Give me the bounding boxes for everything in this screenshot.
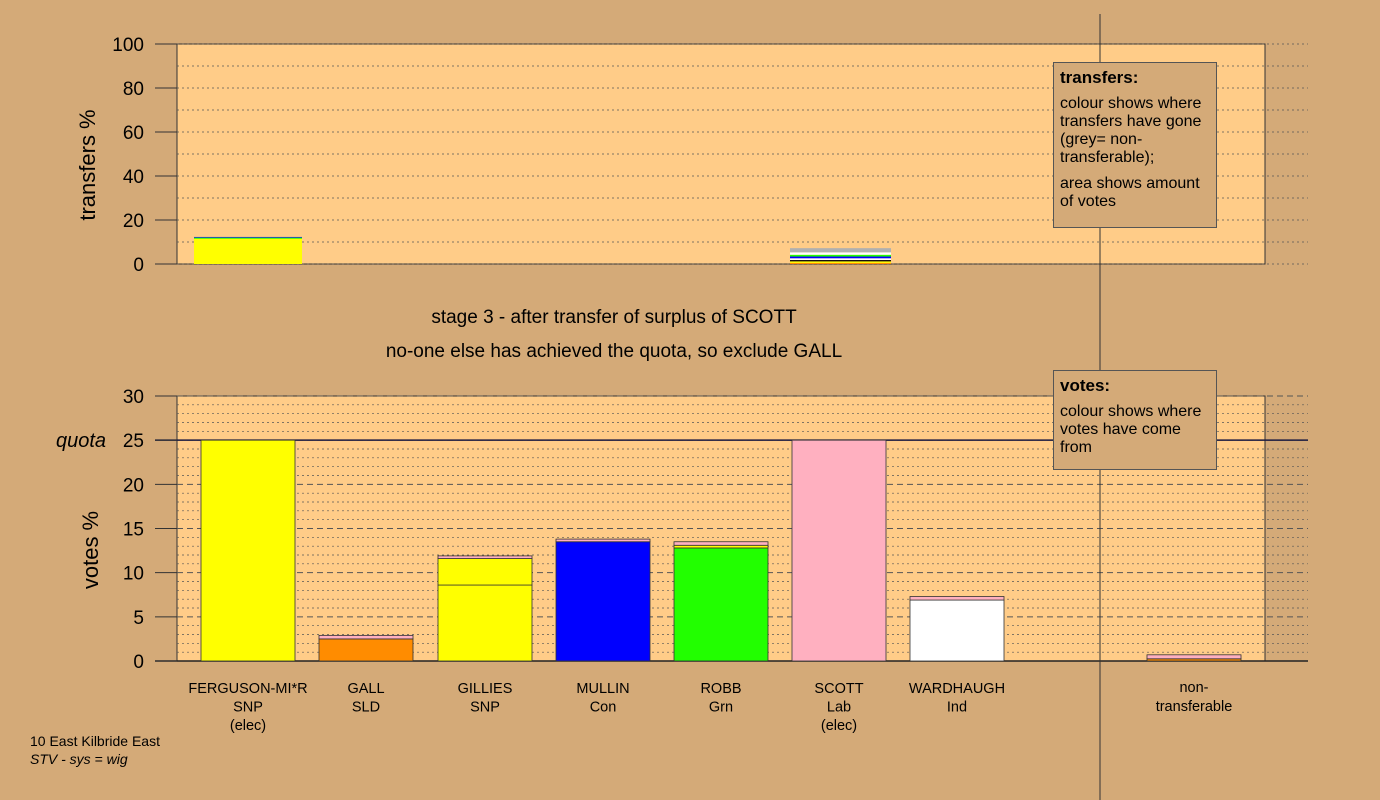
status-label: (elec) bbox=[821, 718, 857, 734]
category-label: FERGUSON-MI*R bbox=[188, 681, 307, 697]
transfers-legend: transfers: colour shows where transfers … bbox=[1053, 62, 1217, 228]
transfers-bar-segment bbox=[790, 260, 891, 262]
stage-note: no-one else has achieved the quota, so e… bbox=[386, 341, 842, 362]
category-label: MULLIN bbox=[576, 681, 629, 697]
transfers-legend-text1: colour shows where transfers have gone (… bbox=[1060, 95, 1202, 166]
votes-tick-label: 20 bbox=[123, 475, 144, 496]
party-label: SNP bbox=[233, 700, 263, 716]
votes-legend: votes: colour shows where votes have com… bbox=[1053, 370, 1217, 470]
votes-bar-segment bbox=[437, 555, 533, 559]
system-label: STV - sys = wig bbox=[30, 751, 128, 767]
status-label: (elec) bbox=[230, 718, 266, 734]
transfers-bar-segment bbox=[790, 248, 891, 253]
category-label: GALL bbox=[347, 681, 384, 697]
transfers-bar-segment bbox=[790, 254, 891, 257]
party-label: SNP bbox=[470, 700, 500, 716]
category-label: SCOTT bbox=[814, 681, 863, 697]
votes-bar-segment bbox=[673, 541, 769, 546]
votes-legend-title: votes: bbox=[1060, 376, 1111, 395]
party-label: Grn bbox=[709, 700, 733, 716]
votes-tick-label: 25 bbox=[123, 431, 144, 452]
votes-bar-segment bbox=[318, 634, 414, 640]
transfers-tick-label: 80 bbox=[123, 79, 144, 100]
category-label: WARDHAUGH bbox=[909, 681, 1005, 697]
votes-bar-segment bbox=[791, 439, 887, 662]
votes-legend-text1: colour shows where votes have come from bbox=[1060, 403, 1202, 456]
votes-bar-segment bbox=[673, 547, 769, 662]
quota-label: quota bbox=[56, 430, 106, 452]
votes-bar-segment bbox=[555, 541, 651, 662]
transfers-bar-segment bbox=[790, 256, 891, 259]
votes-bar-segment bbox=[1146, 654, 1242, 660]
ward-name: 10 East Kilbride East bbox=[30, 733, 160, 749]
votes-tick-label: 15 bbox=[123, 520, 144, 541]
transfers-bar-segment bbox=[194, 238, 302, 264]
category-label: transferable bbox=[1156, 699, 1233, 715]
transfers-bar-segment bbox=[790, 261, 891, 263]
votes-bar-segment bbox=[909, 599, 1005, 662]
party-label: SLD bbox=[352, 700, 380, 716]
votes-tick-label: 0 bbox=[133, 652, 144, 673]
transfers-bar-segment bbox=[194, 236, 302, 238]
transfers-ylabel: transfers % bbox=[75, 109, 100, 220]
transfers-legend-text2: area shows amount of votes bbox=[1060, 175, 1200, 210]
category-label: GILLIES bbox=[458, 681, 513, 697]
transfers-tick-label: 0 bbox=[133, 255, 144, 276]
votes-bar-segment bbox=[318, 638, 414, 662]
transfers-bar-segment bbox=[790, 258, 891, 261]
transfers-tick-label: 20 bbox=[123, 211, 144, 232]
stage-title: stage 3 - after transfer of surplus of S… bbox=[431, 307, 797, 328]
transfers-bar-segment bbox=[790, 262, 891, 264]
category-label: non- bbox=[1179, 680, 1208, 696]
transfers-tick-label: 40 bbox=[123, 167, 144, 188]
votes-tick-label: 5 bbox=[133, 608, 144, 629]
votes-ylabel: votes % bbox=[78, 511, 103, 589]
transfers-bar-segment bbox=[194, 237, 302, 239]
votes-bar-segment bbox=[909, 596, 1005, 601]
transfers-tick-label: 100 bbox=[112, 35, 144, 56]
footer: 10 East Kilbride East STV - sys = wig bbox=[30, 732, 160, 768]
transfers-bar-segment bbox=[790, 252, 891, 255]
category-label: ROBB bbox=[700, 681, 741, 697]
votes-bar-segment bbox=[200, 439, 296, 662]
party-label: Con bbox=[590, 700, 617, 716]
votes-tick-label: 30 bbox=[123, 387, 144, 408]
party-label: Lab bbox=[827, 700, 851, 716]
votes-tick-label: 10 bbox=[123, 564, 144, 585]
transfers-legend-title: transfers: bbox=[1060, 68, 1139, 87]
votes-bar-segment bbox=[437, 558, 533, 586]
party-label: Ind bbox=[947, 700, 967, 716]
votes-bar-segment bbox=[555, 538, 651, 543]
votes-bar-segment bbox=[437, 584, 533, 662]
transfers-tick-label: 60 bbox=[123, 123, 144, 144]
